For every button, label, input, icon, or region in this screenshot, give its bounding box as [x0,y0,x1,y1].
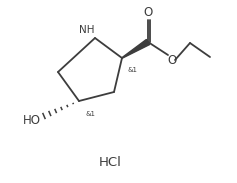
Text: NH: NH [79,25,95,35]
Text: HCl: HCl [99,156,121,169]
Text: &1: &1 [128,67,138,73]
Text: O: O [167,53,177,66]
Text: HO: HO [23,113,41,126]
Text: O: O [143,7,153,20]
Polygon shape [122,40,150,58]
Text: &1: &1 [86,111,96,117]
